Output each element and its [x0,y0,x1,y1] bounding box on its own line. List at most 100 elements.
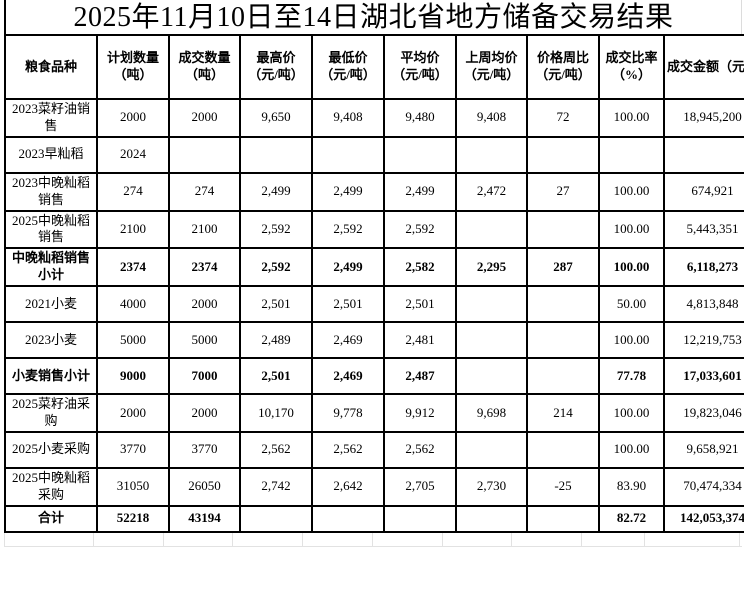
value-cell: 2,562 [311,430,385,469]
value-cell: 2,642 [311,466,385,507]
table-row: 2021小麦 4000 2000 2,501 2,501 2,501 50.00 4,813,… [4,285,744,324]
table-row: 2025小麦采购 3770 3770 2,562 2,562 2,562 100.00 9,6… [4,430,744,469]
value-cell: 18,945,200 [663,98,744,138]
value-cell: 3770 [168,430,241,469]
value-cell: 3770 [96,430,170,469]
value-cell: 2374 [96,247,170,288]
column-header: 上周均价 （元/吨） [455,34,528,100]
table-row: 2023早籼稻 2024 [4,135,744,174]
value-cell: 2,501 [383,285,457,324]
value-cell [663,135,744,174]
value-cell: 31050 [96,466,170,507]
table-row: 小麦销售小计 9000 7000 2,501 2,469 2,487 77.78 17,033… [4,357,744,396]
value-cell: 2,592 [239,247,313,288]
value-cell: 142,053,374 [663,504,744,533]
table-row: 2023菜籽油销 售 2000 2000 9,650 9,408 9,480 9,408 72… [4,98,744,138]
value-cell: 2,487 [383,357,457,396]
value-cell: 2,469 [311,357,385,396]
value-cell: 2000 [96,393,170,433]
value-cell: 100.00 [598,171,665,212]
column-header: 价格周比 （元/吨） [526,34,600,100]
value-cell: 9,698 [455,393,528,433]
gridline-cell [645,532,740,546]
row-label-cell: 2021小麦 [4,285,98,324]
value-cell [526,321,600,360]
value-cell: 2,730 [455,466,528,507]
value-cell: 2,472 [455,171,528,212]
value-cell: 17,033,601 [663,357,744,396]
value-cell: 274 [168,171,241,212]
value-cell: 6,118,273 [663,247,744,288]
value-cell: 4000 [96,285,170,324]
row-label-cell: 2023小麦 [4,321,98,360]
gridline-cell [164,532,233,546]
column-header: 最低价 （元/吨） [311,34,385,100]
row-label-cell: 2025小麦采购 [4,430,98,469]
column-header: 最高价 （元/吨） [239,34,313,100]
value-cell: 27 [526,171,600,212]
value-cell [526,135,600,174]
value-cell: 100.00 [598,98,665,138]
table-row: 2023小麦 5000 5000 2,489 2,469 2,481 100.00 12,21… [4,321,744,360]
gridline-cell [582,532,645,546]
value-cell: 2374 [168,247,241,288]
value-cell: 2,499 [311,247,385,288]
value-cell: 2,295 [455,247,528,288]
value-cell: 5,443,351 [663,209,744,250]
value-cell [526,504,600,533]
value-cell: 19,823,046 [663,393,744,433]
value-cell: 9,650 [239,98,313,138]
header-row: 粮食品种 计划数量 （吨） 成交数量 （吨） 最高价 （元/吨） 最低价 （元/吨） 平均… [4,34,744,100]
value-cell: 2,489 [239,321,313,360]
value-cell: 100.00 [598,430,665,469]
value-cell: 100.00 [598,209,665,250]
row-label-cell: 小麦销售小计 [4,357,98,396]
value-cell: 100.00 [598,393,665,433]
value-cell: 2000 [96,98,170,138]
report-title: 2025年11月10日至14日湖北省地方储备交易结果 [4,0,742,34]
column-header: 平均价 （元/吨） [383,34,457,100]
value-cell: 674,921 [663,171,744,212]
table-row: 2025菜籽油采 购 2000 2000 10,170 9,778 9,912 9,698 2… [4,393,744,433]
excel-gridline-strip [4,532,742,547]
value-cell: 50.00 [598,285,665,324]
value-cell: 5000 [168,321,241,360]
row-label-cell: 2023早籼稻 [4,135,98,174]
value-cell: 5000 [96,321,170,360]
value-cell: 12,219,753 [663,321,744,360]
value-cell: 4,813,848 [663,285,744,324]
value-cell: 2,501 [311,285,385,324]
value-cell [455,285,528,324]
row-label-cell: 中晚籼稻销售 小计 [4,247,98,288]
value-cell: 2000 [168,393,241,433]
gridline-cell [373,532,443,546]
value-cell: 7000 [168,357,241,396]
value-cell [168,135,241,174]
value-cell: 214 [526,393,600,433]
value-cell: 2100 [168,209,241,250]
value-cell [239,135,313,174]
value-cell [455,321,528,360]
value-cell [455,209,528,250]
table-body: 2023菜籽油销 售 2000 2000 9,650 9,408 9,480 9,408 72… [4,98,744,533]
value-cell: 10,170 [239,393,313,433]
value-cell [455,357,528,396]
value-cell [526,357,600,396]
results-table: 粮食品种 计划数量 （吨） 成交数量 （吨） 最高价 （元/吨） 最低价 （元/吨） 平均… [4,34,744,533]
value-cell: 2,742 [239,466,313,507]
value-cell [383,135,457,174]
gridline-cell [4,532,94,546]
value-cell: 9,408 [455,98,528,138]
value-cell: 2100 [96,209,170,250]
value-cell: 2,499 [239,171,313,212]
column-header: 成交金额（元） [663,34,744,100]
column-header: 成交数量 （吨） [168,34,241,100]
table-header: 粮食品种 计划数量 （吨） 成交数量 （吨） 最高价 （元/吨） 最低价 （元/吨） 平均… [4,34,744,100]
value-cell: 83.90 [598,466,665,507]
row-label-cell: 2023中晚籼稻 销售 [4,171,98,212]
gridline-cell [512,532,582,546]
value-cell: 2,705 [383,466,457,507]
value-cell: 274 [96,171,170,212]
value-cell: 9,658,921 [663,430,744,469]
value-cell: 52218 [96,504,170,533]
